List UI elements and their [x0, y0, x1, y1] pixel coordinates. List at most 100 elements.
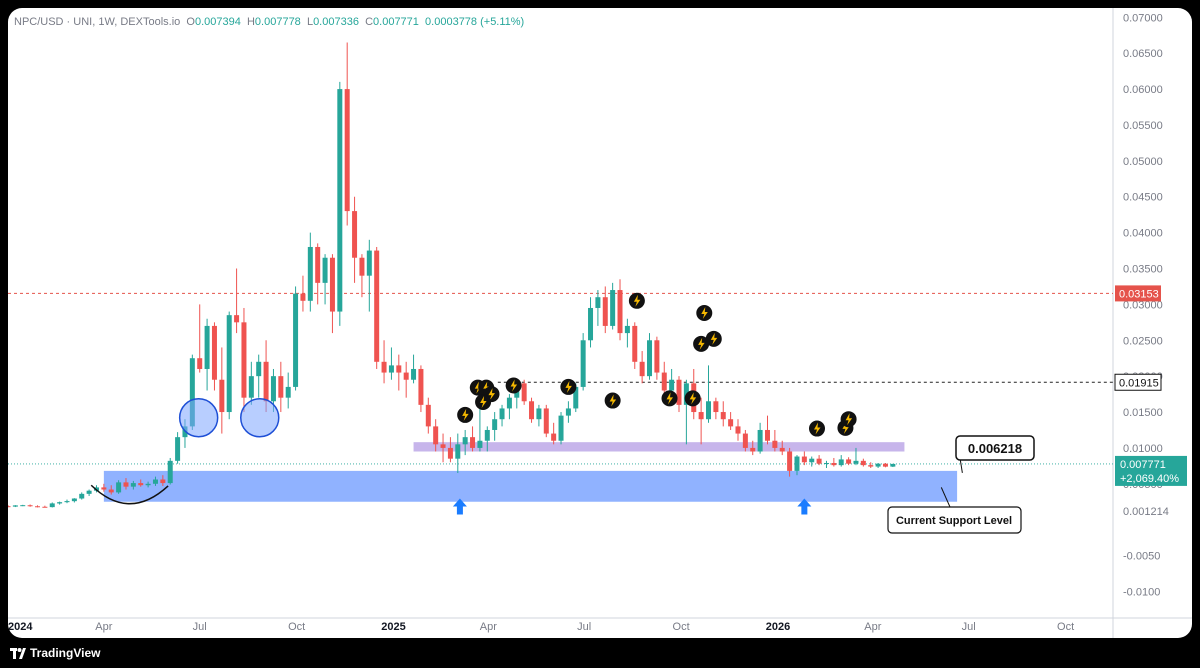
lightning-bolt — [474, 381, 482, 394]
candle-body — [654, 340, 660, 373]
x-tick-label: 2024 — [8, 621, 33, 633]
change-value: 0.0003778 (+5.11%) — [425, 16, 525, 28]
candle-body — [315, 246, 321, 283]
chart-zones — [103, 442, 958, 502]
candle-body — [868, 465, 874, 467]
y-tick-label: 0.02500 — [1123, 335, 1163, 347]
candle-body — [219, 379, 225, 413]
current-change-label: +2,069.40% — [1120, 473, 1179, 485]
y-tick-label: 0.001214 — [1123, 506, 1169, 518]
open-label: O — [186, 16, 195, 28]
lightning-bolt — [701, 307, 708, 319]
lightning-bolt — [565, 380, 572, 393]
candle-body — [226, 315, 232, 413]
candle-body — [49, 503, 55, 508]
candle-body — [639, 361, 645, 377]
candle-body — [698, 412, 704, 420]
candle-body — [617, 290, 623, 334]
candle-body — [189, 358, 195, 427]
level-price-label: 0.01915 — [1119, 377, 1159, 389]
candle-body — [735, 426, 741, 434]
candle-body — [130, 483, 136, 487]
y-tick-label: 0.06000 — [1123, 84, 1163, 96]
candle-body — [484, 429, 490, 441]
candle-body — [248, 376, 254, 398]
candle-body — [79, 493, 85, 499]
y-tick-label: 0.05000 — [1123, 156, 1163, 168]
candle-body — [543, 408, 549, 434]
candle-body — [359, 257, 365, 276]
candle-body — [816, 458, 822, 464]
candle-body — [470, 437, 476, 448]
candle-body — [558, 415, 564, 441]
cup-curve — [90, 484, 169, 505]
candle-body — [278, 376, 284, 398]
candle-body — [337, 89, 343, 312]
low-label: L — [306, 16, 314, 28]
chart-frame: 0.006218 Current Support Level 0.07000 0.0… — [8, 8, 1192, 638]
candle-body — [757, 429, 763, 452]
candle-body — [57, 502, 63, 504]
candle-body — [477, 440, 483, 448]
support-value-box — [955, 435, 1035, 461]
x-tick-label: Apr — [864, 621, 881, 633]
candle-body — [831, 462, 837, 466]
candle-body — [588, 307, 594, 341]
price-chart[interactable]: 0.006218 Current Support Level 0.07000 0.0… — [8, 8, 1192, 638]
lightning-bolt — [710, 332, 718, 345]
tradingview-logo-icon — [10, 648, 26, 659]
level-price-label: 0.03153 — [1119, 288, 1159, 300]
support-label-text: Current Support Level — [896, 515, 1012, 527]
candle-body — [145, 483, 151, 486]
y-tick-label: 0.01000 — [1123, 443, 1163, 455]
candle-body — [764, 429, 770, 441]
candle-body — [742, 433, 748, 448]
x-tick-label: Oct — [673, 621, 690, 633]
chart-grid — [8, 8, 1192, 638]
footer-bar: TradingView — [0, 640, 1200, 668]
lightning-bolt — [666, 392, 674, 405]
candle-body — [27, 505, 33, 507]
lightning-bolt — [488, 388, 496, 401]
candle-body — [116, 482, 122, 493]
candle-body — [521, 383, 527, 402]
lightning-bolt — [510, 379, 518, 392]
candle-body — [610, 290, 616, 326]
candle-body — [440, 444, 446, 448]
x-tick-label: Oct — [288, 621, 305, 633]
open-value: 0.007394 — [194, 16, 241, 28]
candle-body — [344, 89, 350, 212]
candle-body — [676, 379, 682, 405]
brand-name: TradingView — [30, 646, 101, 660]
y-tick-label: 0.05500 — [1123, 120, 1163, 132]
y-tick-label: 0.07000 — [1123, 12, 1163, 24]
candle-body — [270, 376, 276, 402]
y-tick-label: -0.0100 — [1123, 586, 1160, 598]
close-label: C — [365, 16, 374, 28]
candle-body — [595, 297, 601, 308]
candle-body — [529, 401, 535, 420]
candle-body — [536, 408, 542, 420]
candle-body — [101, 487, 107, 490]
candle-body — [779, 447, 785, 452]
candle-body — [381, 361, 387, 373]
support-zone — [103, 470, 958, 502]
candle-body — [329, 257, 335, 312]
y-tick-label: 0.03000 — [1123, 299, 1163, 311]
candle-body — [624, 325, 630, 334]
candle-body — [234, 315, 240, 323]
x-tick-label: Apr — [95, 621, 112, 633]
candle-body — [418, 368, 424, 405]
up-arrow-icon — [797, 498, 812, 515]
time-axis: 2024 Apr Jul Oct 2025 Apr Jul Oct 2026 Apr Jul Oct — [8, 621, 1074, 633]
candle-body — [307, 246, 313, 301]
lightning-bolt — [633, 294, 641, 307]
candle-body — [506, 397, 512, 409]
candle-body — [823, 462, 829, 464]
candle-body — [86, 490, 92, 494]
candle-body — [138, 483, 144, 486]
support-value-text: 0.006218 — [968, 441, 1022, 456]
candle-body — [838, 459, 844, 466]
candle-body — [853, 460, 859, 464]
candle-body — [720, 412, 726, 420]
